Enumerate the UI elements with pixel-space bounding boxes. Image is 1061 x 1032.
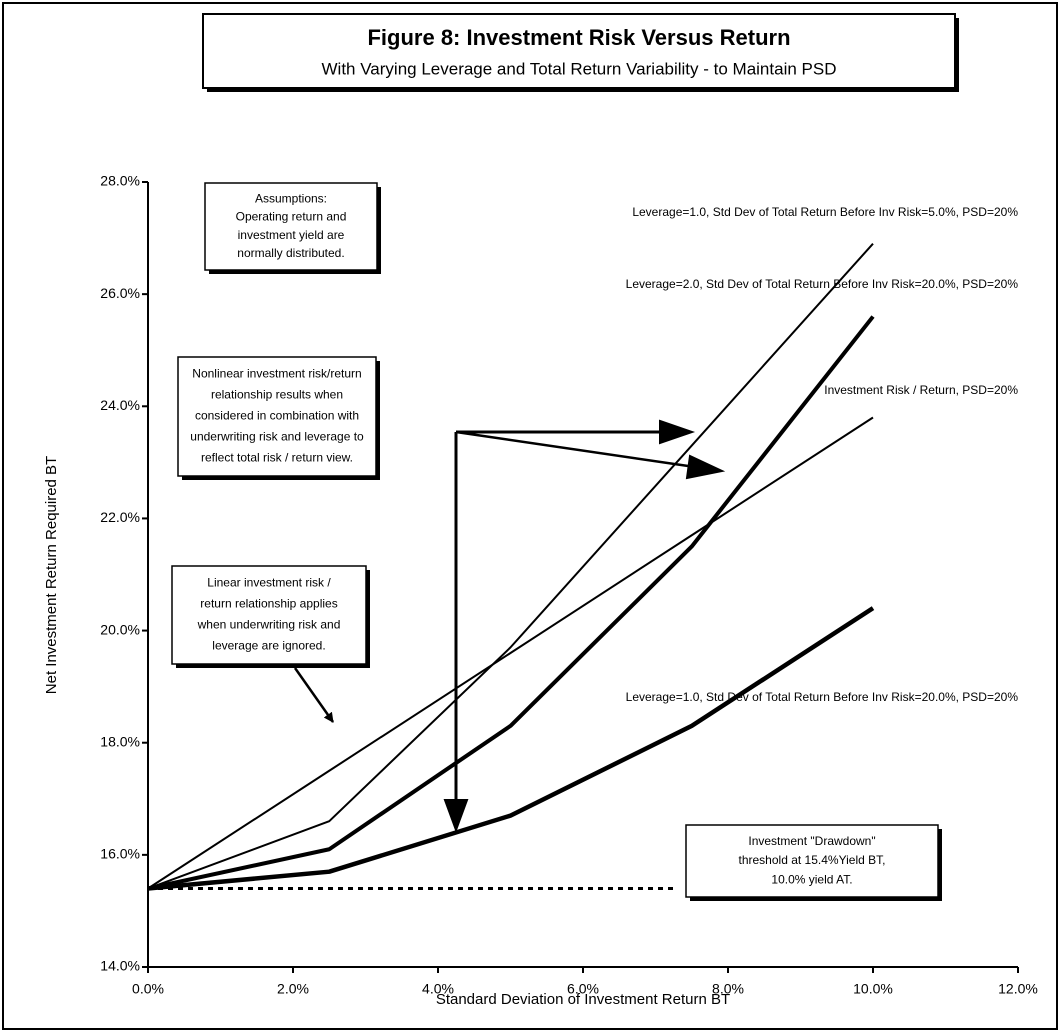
series-label: Leverage=1.0, Std Dev of Total Return Be…	[632, 205, 1018, 219]
y-axis-label: Net Investment Return Required BT	[43, 456, 60, 694]
annotation-box	[177, 356, 377, 477]
annotation-text: considered in combination with	[195, 409, 359, 423]
chart-title: Figure 8: Investment Risk Versus Return	[367, 25, 790, 50]
x-tick-label: 4.0%	[422, 981, 454, 997]
arrows	[293, 419, 726, 833]
annotation-text: reflect total risk / return view.	[201, 451, 353, 465]
chart-subtitle: With Varying Leverage and Total Return V…	[322, 59, 837, 78]
y-tick-label: 26.0%	[100, 285, 140, 301]
y-tick-label: 22.0%	[100, 509, 140, 525]
annotation-text: Nonlinear investment risk/return	[192, 367, 361, 381]
x-tick-label: 8.0%	[712, 981, 744, 997]
annotation-text: 10.0% yield AT.	[771, 873, 852, 887]
annotation-text: Investment "Drawdown"	[748, 834, 875, 848]
annotation-text: Linear investment risk /	[207, 576, 331, 590]
annotation-text: normally distributed.	[237, 246, 344, 260]
annotation-text: when underwriting risk and	[197, 618, 341, 632]
y-tick-label: 20.0%	[100, 621, 140, 637]
annotation-text: return relationship applies	[200, 597, 337, 611]
y-tick-label: 18.0%	[100, 733, 140, 749]
annotation-text: investment yield are	[238, 228, 345, 242]
y-tick-label: 16.0%	[100, 846, 140, 862]
x-tick-label: 6.0%	[567, 981, 599, 997]
annotation-text: threshold at 15.4%Yield BT,	[739, 853, 886, 867]
x-tick-label: 0.0%	[132, 981, 164, 997]
annotation-text: Assumptions:	[255, 191, 327, 205]
annotation-box	[685, 824, 939, 898]
series-label: Leverage=1.0, Std Dev of Total Return Be…	[626, 690, 1019, 704]
x-tick-label: 10.0%	[853, 981, 893, 997]
y-tick-label: 28.0%	[100, 173, 140, 189]
series-label: Leverage=2.0, Std Dev of Total Return Be…	[626, 277, 1019, 291]
x-axis-label: Standard Deviation of Investment Return …	[436, 991, 730, 1008]
annotation-text: Operating return and	[236, 210, 347, 224]
series-label: Investment Risk / Return, PSD=20%	[824, 383, 1018, 397]
series-line	[147, 416, 874, 890]
annotation-text: relationship results when	[211, 388, 343, 402]
y-tick-label: 24.0%	[100, 397, 140, 413]
x-tick-label: 2.0%	[277, 981, 309, 997]
annotation-box	[204, 182, 378, 271]
series-line	[147, 243, 874, 890]
annotation-text: underwriting risk and leverage to	[190, 430, 364, 444]
title-box	[202, 13, 956, 89]
annotation-box	[171, 565, 367, 665]
series-line	[147, 315, 875, 891]
y-tick-label: 14.0%	[100, 958, 140, 974]
x-tick-label: 12.0%	[998, 981, 1038, 997]
series-line	[147, 606, 875, 891]
annotation-text: leverage are ignored.	[212, 639, 325, 653]
